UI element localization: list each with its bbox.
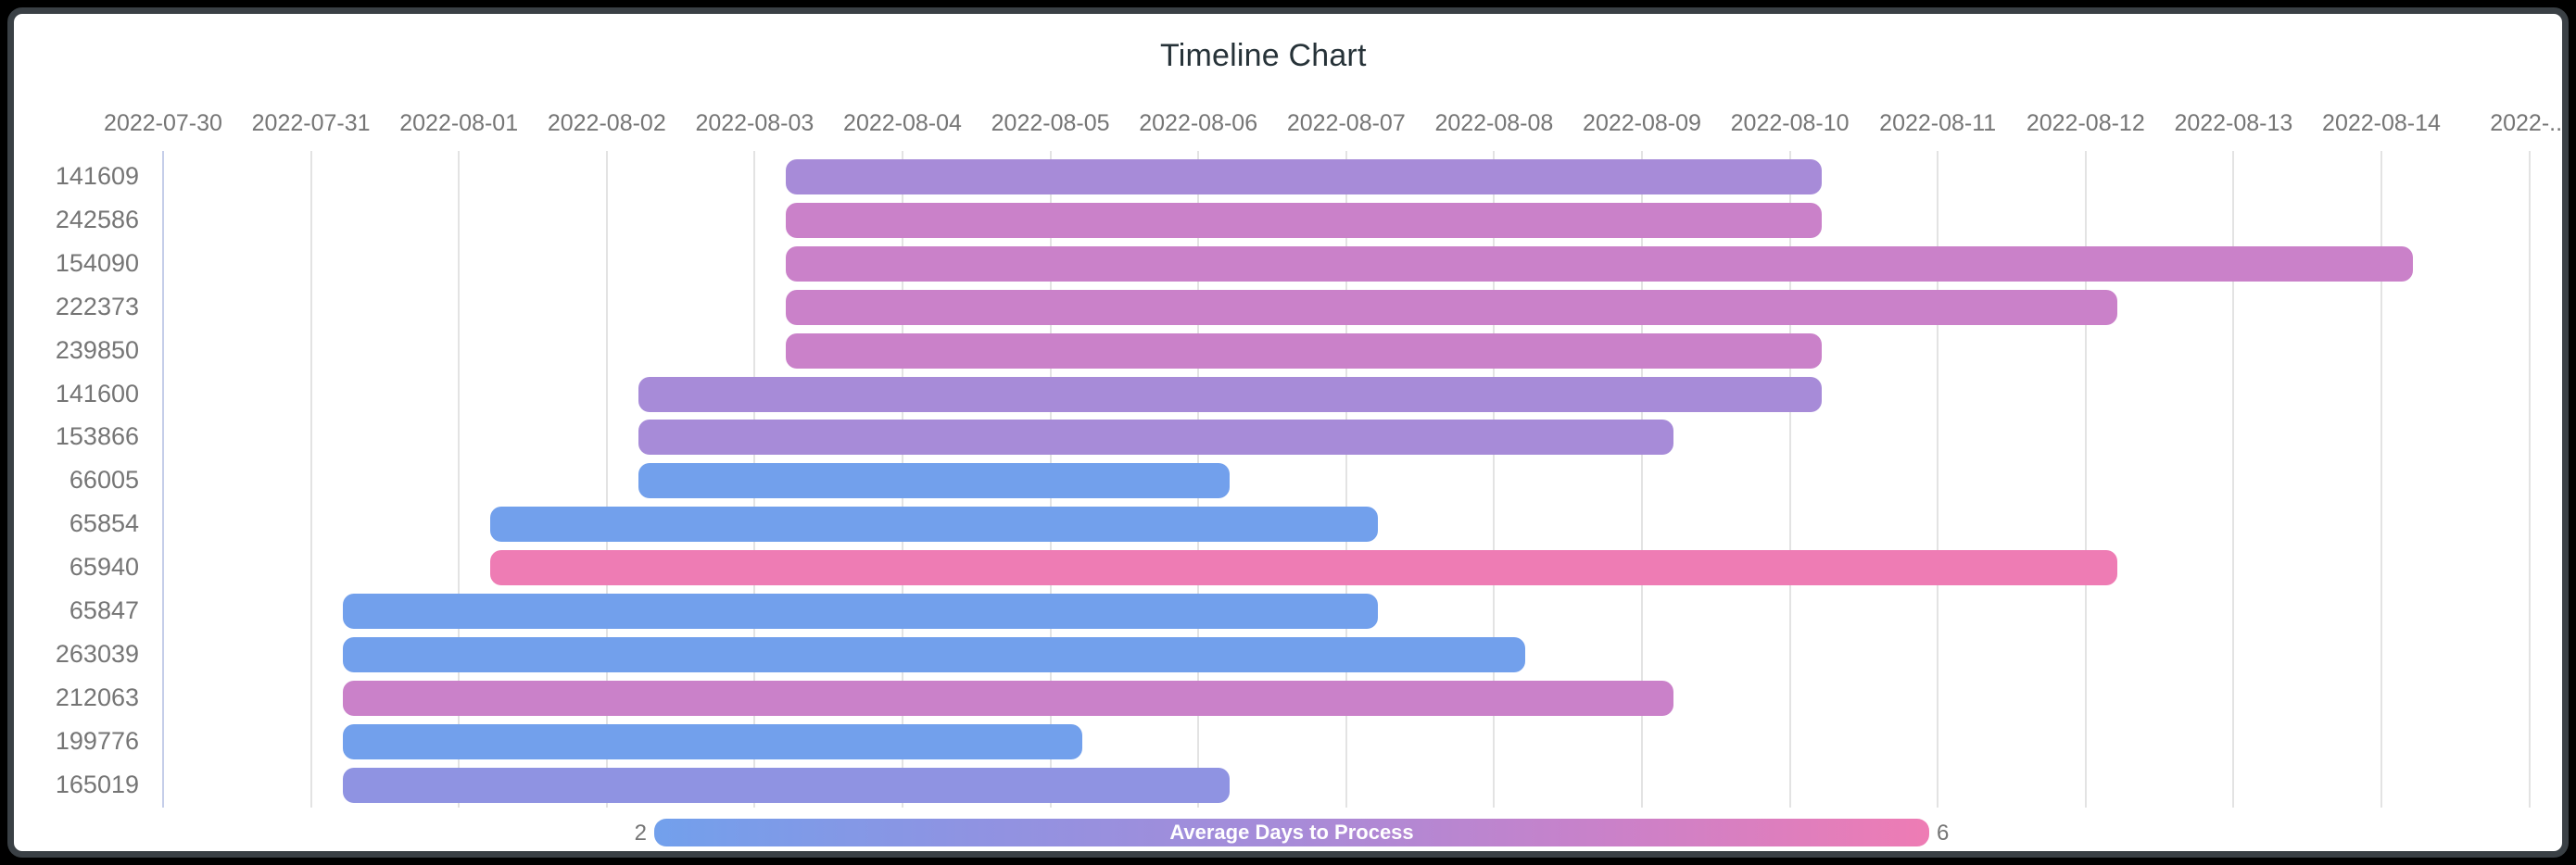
x-axis-tick-label: 2022-08-07 [1286, 110, 1406, 136]
row-label: 212063 [55, 683, 139, 711]
gridline [1937, 151, 1939, 808]
timeline-bar[interactable] [490, 550, 2117, 586]
x-axis-tick-label: 2022-07-30 [104, 110, 222, 136]
timeline-bar[interactable] [786, 245, 2413, 282]
row-label: 154090 [55, 248, 139, 277]
legend-gradient-bar: Average Days to Process [654, 819, 1929, 846]
timeline-bar[interactable] [786, 202, 1822, 238]
x-axis-tick-label: 2022-... [2490, 110, 2569, 136]
gridline [1641, 151, 1643, 808]
legend-max-label: 6 [1937, 821, 1950, 846]
chart-stage: Timeline Chart 2022-07-30 2022-07-31 2022-… [14, 14, 2569, 851]
row-label: 66005 [69, 466, 139, 495]
chart-card: Timeline Chart 2022-07-30 2022-07-31 2022-… [7, 7, 2569, 858]
x-axis-tick-label: 2022-08-11 [1879, 110, 1997, 136]
x-axis-tick-label: 2022-08-14 [2322, 110, 2441, 136]
x-axis-tick-label: 2022-08-06 [1139, 110, 1258, 136]
gridline [1493, 151, 1496, 808]
row-label: 153866 [55, 422, 139, 451]
x-axis-tick-label: 2022-08-02 [547, 110, 666, 136]
timeline-bar[interactable] [342, 767, 1231, 803]
x-axis-tick-label: 2022-08-12 [2026, 110, 2145, 136]
x-axis-tick-label: 2022-08-05 [991, 110, 1110, 136]
row-label: 65847 [69, 596, 139, 624]
gridline [2528, 151, 2531, 808]
row-label: 65940 [69, 553, 139, 582]
row-label: 199776 [55, 726, 139, 755]
row-label: 263039 [55, 639, 139, 668]
timeline-bar[interactable] [786, 289, 2117, 325]
gridline [1788, 151, 1791, 808]
gridline [605, 151, 608, 808]
timeline-bar[interactable] [638, 376, 1822, 412]
x-axis-tick-label: 2022-08-10 [1730, 110, 1850, 136]
x-axis-tick-label: 2022-08-01 [399, 110, 519, 136]
timeline-bar[interactable] [786, 159, 1822, 194]
legend-min-label: 2 [634, 821, 647, 846]
gridline [309, 151, 312, 808]
x-axis-tick-label: 2022-08-04 [843, 110, 962, 136]
row-label: 222373 [55, 292, 139, 320]
gridline [2084, 151, 2087, 808]
timeline-bar[interactable] [342, 636, 1526, 672]
row-label: 165019 [55, 770, 139, 798]
timeline-bar[interactable] [342, 723, 1082, 759]
x-axis-tick-label: 2022-08-03 [695, 110, 814, 136]
gridline [458, 151, 461, 808]
x-axis-tick-label: 2022-08-09 [1583, 110, 1701, 136]
timeline-bar[interactable] [638, 463, 1231, 499]
timeline-bar[interactable] [786, 332, 1822, 369]
timeline-bar[interactable] [342, 594, 1378, 629]
row-label: 141600 [55, 379, 139, 407]
chart-title: Timeline Chart [1160, 38, 1367, 73]
row-label: 239850 [55, 335, 139, 364]
row-label: 65854 [69, 509, 139, 538]
row-label: 141609 [55, 162, 139, 190]
baseline-gridline [162, 151, 164, 808]
row-label: 242586 [55, 205, 139, 233]
x-axis-tick-label: 2022-08-13 [2174, 110, 2293, 136]
gridline [2380, 151, 2382, 808]
x-axis-tick-label: 2022-07-31 [251, 110, 371, 136]
timeline-bar[interactable] [342, 680, 1673, 716]
gridline [2232, 151, 2235, 808]
timeline-bar[interactable] [490, 507, 1378, 543]
gridline [1345, 151, 1347, 808]
timeline-bar[interactable] [638, 420, 1673, 456]
x-axis-tick-label: 2022-08-08 [1434, 110, 1554, 136]
legend-title: Average Days to Process [1169, 821, 1414, 844]
